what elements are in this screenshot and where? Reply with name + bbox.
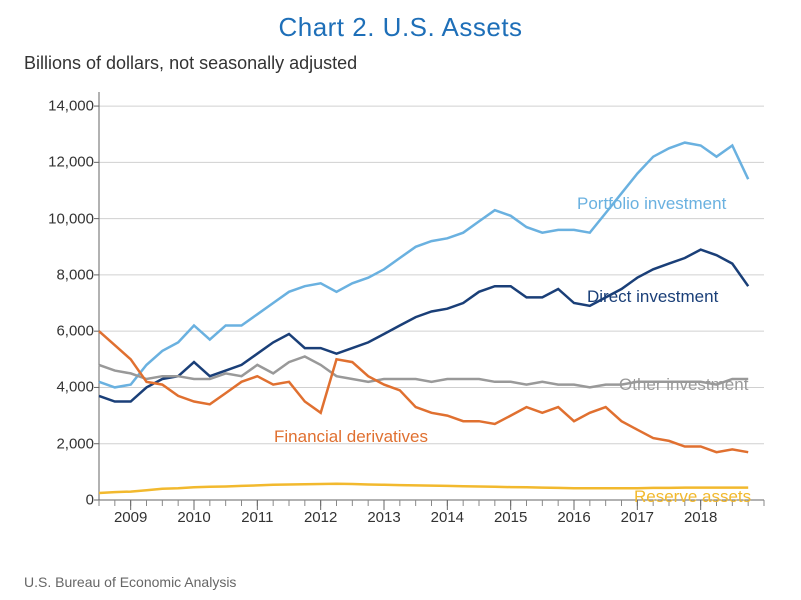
y-tick-label: 2,000 <box>38 435 94 452</box>
x-tick-label: 2018 <box>684 509 717 526</box>
y-tick-label: 4,000 <box>38 379 94 396</box>
series-label: Other investment <box>619 375 748 395</box>
chart-area: 0 2,000 4,000 6,000 8,000 10,000 12,000 14,000 2… <box>34 82 774 537</box>
chart-title: Chart 2. U.S. Assets <box>24 12 777 43</box>
x-tick-label: 2016 <box>557 509 590 526</box>
y-tick-label: 6,000 <box>38 323 94 340</box>
y-tick-label: 14,000 <box>38 98 94 115</box>
x-tick-label: 2010 <box>177 509 210 526</box>
x-tick-label: 2009 <box>114 509 147 526</box>
chart-subtitle: Billions of dollars, not seasonally adju… <box>24 53 777 74</box>
x-tick-label: 2015 <box>494 509 527 526</box>
y-tick-label: 8,000 <box>38 266 94 283</box>
series-label: Direct investment <box>587 287 718 307</box>
y-tick-label: 0 <box>38 492 94 509</box>
y-tick-label: 12,000 <box>38 154 94 171</box>
chart-container: Chart 2. U.S. Assets Billions of dollars… <box>0 0 801 600</box>
x-tick-label: 2011 <box>241 509 273 526</box>
x-tick-label: 2014 <box>431 509 464 526</box>
series-label: Financial derivatives <box>274 427 428 447</box>
series-label: Reserve assets <box>634 487 751 507</box>
x-tick-label: 2012 <box>304 509 337 526</box>
x-tick-label: 2013 <box>367 509 400 526</box>
y-tick-label: 10,000 <box>38 210 94 227</box>
plot-svg <box>99 92 764 522</box>
chart-source: U.S. Bureau of Economic Analysis <box>24 574 236 590</box>
x-tick-label: 2017 <box>621 509 654 526</box>
series-label: Portfolio investment <box>577 194 726 214</box>
